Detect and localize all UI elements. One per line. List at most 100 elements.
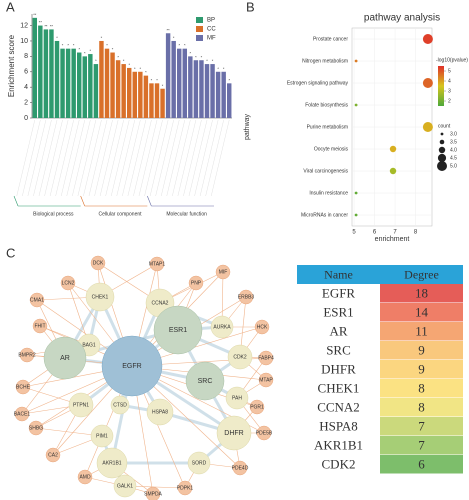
size-legend-label: 3.0 bbox=[450, 131, 457, 137]
y-tick-label: Estrogen signaling pathway bbox=[287, 80, 349, 86]
network-node bbox=[249, 399, 265, 415]
significance-label: * bbox=[62, 43, 64, 48]
y-tick-label: 8 bbox=[24, 53, 28, 60]
legend-swatch bbox=[196, 17, 203, 23]
group-bracket bbox=[147, 195, 152, 207]
network-node bbox=[227, 344, 253, 370]
node-label: DCK bbox=[93, 260, 104, 266]
label-guide bbox=[49, 119, 69, 197]
table-row-bg bbox=[380, 455, 463, 474]
colorbar-tick-label: 2 bbox=[448, 98, 451, 104]
panel-label: B bbox=[246, 0, 255, 14]
significance-label: * bbox=[112, 47, 114, 52]
bar bbox=[49, 29, 54, 118]
table-cell: 8 bbox=[418, 399, 425, 414]
network-node bbox=[43, 336, 87, 380]
significance-label: ** bbox=[44, 23, 48, 28]
bubble bbox=[389, 145, 397, 153]
network-node bbox=[45, 447, 61, 463]
network-node bbox=[215, 264, 231, 280]
bubble bbox=[389, 167, 397, 175]
node-label: CCNA2 bbox=[152, 300, 169, 306]
significance-label: * bbox=[206, 58, 208, 63]
table-row-bg bbox=[380, 341, 463, 360]
network-node bbox=[258, 372, 274, 388]
label-guide bbox=[111, 119, 130, 197]
table-cell: CCNA2 bbox=[317, 399, 360, 414]
table-header-cell: Degree bbox=[404, 267, 439, 281]
bubble bbox=[354, 59, 358, 63]
node-label: SMPDA bbox=[144, 491, 162, 497]
bar bbox=[182, 48, 187, 118]
label-guide bbox=[94, 119, 113, 197]
significance-label: * bbox=[190, 50, 192, 55]
significance-label: * bbox=[84, 50, 86, 55]
label-guide bbox=[122, 119, 141, 197]
y-tick-label: 12 bbox=[20, 22, 28, 29]
significance-label: * bbox=[134, 66, 136, 71]
bar bbox=[171, 40, 176, 118]
bar bbox=[221, 71, 226, 118]
bar bbox=[199, 60, 204, 118]
label-guide bbox=[22, 119, 41, 197]
label-guide bbox=[27, 119, 47, 197]
table-cell: 7 bbox=[418, 437, 425, 452]
colorbar-tick-label: 3 bbox=[448, 88, 451, 94]
bar bbox=[88, 54, 93, 118]
table-cell: CDK2 bbox=[322, 456, 356, 471]
table-header bbox=[297, 265, 463, 284]
group-label: Molecular function bbox=[166, 211, 207, 217]
node-label: PTPN1 bbox=[73, 402, 89, 408]
size-legend-label: 4.0 bbox=[450, 147, 457, 153]
size-legend-mark bbox=[438, 146, 446, 154]
y-tick-label: 4 bbox=[24, 84, 28, 91]
group-label: Biological process bbox=[33, 211, 74, 217]
significance-label: * bbox=[212, 58, 214, 63]
network-node bbox=[145, 486, 161, 500]
bubble bbox=[354, 191, 358, 195]
table-row-bg bbox=[380, 398, 463, 417]
table-cell: ESR1 bbox=[323, 304, 353, 319]
network-node bbox=[185, 361, 225, 401]
node-label: SHBG bbox=[29, 425, 43, 431]
label-guide bbox=[83, 119, 102, 197]
x-tick-label: 8 bbox=[414, 230, 418, 236]
label-guide bbox=[166, 119, 185, 197]
label-guide bbox=[133, 119, 152, 197]
node-label: ESR1 bbox=[169, 327, 187, 334]
label-guide bbox=[172, 119, 191, 197]
size-legend-mark bbox=[439, 139, 445, 145]
bar bbox=[188, 56, 193, 118]
node-label: EGFR bbox=[122, 363, 141, 370]
table-cell: DHFR bbox=[321, 361, 356, 376]
node-label: SRC bbox=[198, 378, 213, 385]
y-tick-label: Insulin resistance bbox=[309, 190, 348, 196]
network-node bbox=[225, 386, 249, 410]
table-cell: SRC bbox=[326, 342, 351, 357]
network-node bbox=[113, 474, 137, 498]
significance-label: * bbox=[184, 43, 186, 48]
network-node bbox=[14, 406, 30, 422]
network-node bbox=[153, 305, 203, 355]
bar bbox=[143, 75, 149, 118]
bar bbox=[165, 33, 171, 118]
significance-label: * bbox=[145, 70, 147, 75]
size-legend-mark bbox=[437, 153, 447, 163]
table-cell: AR bbox=[329, 323, 347, 338]
significance-label: * bbox=[90, 48, 92, 53]
node-label: MTAP1 bbox=[149, 261, 166, 267]
label-guide bbox=[61, 119, 80, 197]
node-label: PDPK1 bbox=[177, 485, 194, 491]
size-legend-label: 3.5 bbox=[450, 139, 457, 145]
panel-label: A bbox=[6, 0, 15, 14]
table-cell: 18 bbox=[415, 285, 428, 300]
significance-label: ** bbox=[50, 23, 54, 28]
network-node bbox=[256, 425, 272, 441]
label-guide bbox=[38, 119, 58, 197]
x-tick-label: 5 bbox=[352, 230, 356, 236]
network-node bbox=[258, 350, 274, 366]
network-node bbox=[232, 460, 248, 476]
bar bbox=[43, 29, 49, 118]
network-node bbox=[238, 289, 254, 305]
bar bbox=[115, 60, 121, 118]
